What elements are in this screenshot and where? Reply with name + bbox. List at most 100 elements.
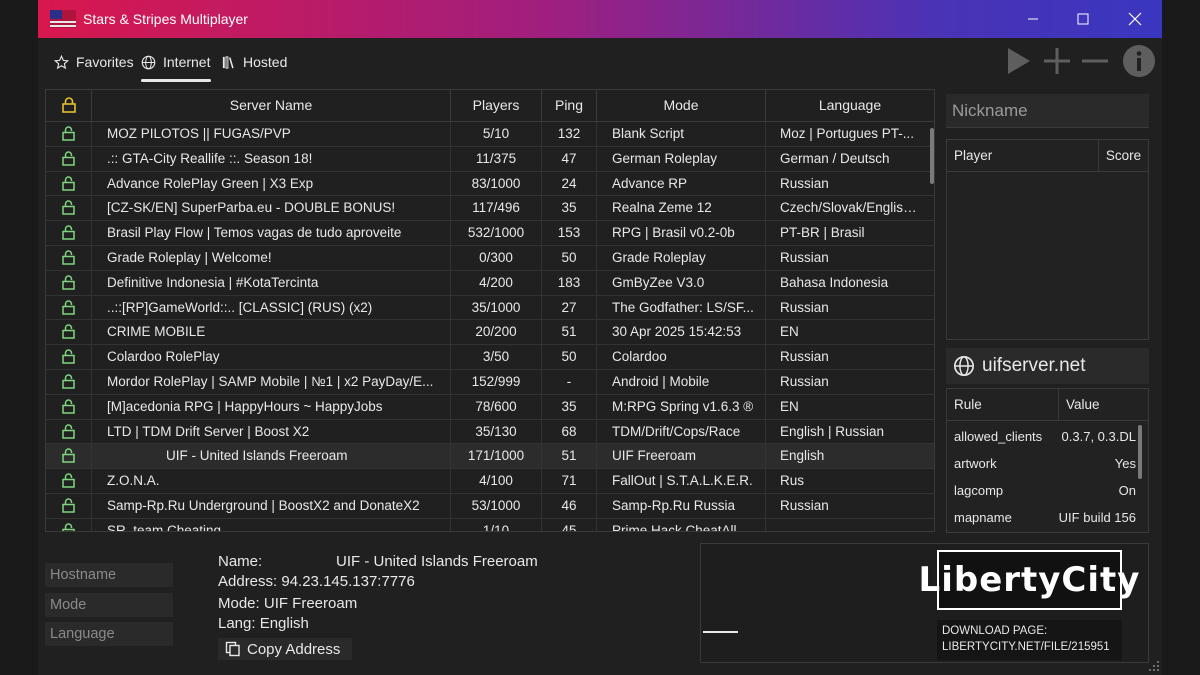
row-mode: Prime Hack CheatAll — [597, 518, 766, 531]
header-language[interactable]: Language — [818, 97, 882, 113]
tab-hosted[interactable]: Hosted — [221, 50, 287, 74]
hostname-filter[interactable] — [45, 563, 173, 587]
row-lock-cell — [46, 493, 92, 518]
table-row[interactable]: Brasil Play Flow | Temos vagas de tudo a… — [46, 221, 934, 246]
unlock-icon — [62, 498, 75, 513]
row-lock-cell — [46, 270, 92, 295]
row-mode: Blank Script — [597, 122, 766, 146]
host-text: uifserver.net — [982, 355, 1086, 376]
table-row[interactable]: CRIME MOBILE 20/200 51 30 Apr 2025 15:42:53… — [46, 320, 934, 346]
info-icon[interactable] — [1122, 44, 1156, 78]
row-mode: Colardoo — [597, 345, 766, 370]
row-mode: Realna Zeme 12 — [597, 196, 766, 221]
flag-icon — [50, 10, 76, 28]
row-ping: 35 — [542, 196, 597, 221]
globe-icon — [954, 356, 974, 376]
row-ping: - — [542, 369, 597, 394]
maximize-icon[interactable] — [1058, 0, 1108, 38]
plus-icon[interactable] — [1040, 44, 1074, 78]
language-filter[interactable] — [45, 622, 173, 646]
unlock-icon — [62, 151, 75, 166]
header-lock[interactable] — [46, 90, 92, 121]
row-server-name: Z.O.N.A. — [92, 469, 451, 494]
watermark-text: DOWNLOAD PAGE: LIBERTYCITY.NET/FILE/2159… — [937, 620, 1122, 660]
row-lock-cell — [46, 146, 92, 171]
rules-scrollbar[interactable] — [1138, 425, 1142, 479]
header-ping[interactable]: Ping — [542, 90, 597, 121]
table-row[interactable]: Advance RolePlay Green | X3 Exp 83/1000 24… — [46, 171, 934, 197]
header-mode[interactable]: Mode — [597, 90, 766, 121]
row-lock-cell — [46, 518, 92, 531]
header-server-name[interactable]: Server Name — [92, 90, 451, 121]
row-language: Russian — [780, 373, 829, 389]
table-row[interactable]: [CZ-SK/EN] SuperParba.eu - DOUBLE BONUS!… — [46, 196, 934, 222]
table-row[interactable]: SR_team Cheating 1/10 45 Prime Hack CheatAl… — [46, 518, 934, 531]
copy-address-button[interactable]: Copy Address — [218, 638, 352, 660]
globe-icon — [141, 55, 156, 69]
table-row[interactable]: MOZ PILOTOS || FUGAS/PVP 5/10 132 Blank Scr… — [46, 122, 934, 147]
tab-favorites[interactable]: Favorites — [54, 50, 134, 74]
detail-name-value: UIF - United Islands Freeroam — [336, 553, 538, 570]
minus-icon[interactable] — [1078, 44, 1112, 78]
watermark-line-1: DOWNLOAD PAGE: — [942, 625, 1048, 637]
detail-name-label: Name: — [218, 553, 263, 570]
backdrop-left — [0, 0, 38, 675]
row-language: Russian — [780, 497, 829, 513]
header-players[interactable]: Players — [451, 90, 542, 121]
table-row[interactable]: Samp-Rp.Ru Underground | BoostX2 and Don… — [46, 493, 934, 519]
server-table-scrollbar[interactable] — [930, 128, 934, 184]
rule-value: On — [1118, 483, 1136, 498]
table-row[interactable]: Z.O.N.A. 4/100 71 FallOut | S.T.A.L.K.E.R. R… — [46, 469, 934, 494]
row-players: 117/496 — [451, 196, 542, 221]
row-players: 35/130 — [451, 419, 542, 444]
row-players: 20/200 — [451, 320, 542, 345]
rule-key: lagcomp — [954, 483, 1004, 498]
row-mode: GmByZee V3.0 — [597, 270, 766, 295]
table-row[interactable]: UIF - United Islands Freeroam 171/1000 51 U… — [46, 444, 934, 470]
unlock-icon — [62, 225, 75, 240]
tab-hosted-label: Hosted — [243, 54, 288, 70]
rule-row: allowed_clients 0.3.7, 0.3.DL — [947, 423, 1142, 450]
table-row[interactable]: Colardoo RolePlay 3/50 50 Colardoo Russian — [46, 345, 934, 370]
row-language: Moz | Portugues PT-... — [780, 126, 915, 141]
minimize-icon[interactable] — [1008, 0, 1058, 38]
mode-filter[interactable] — [45, 593, 173, 617]
unlock-icon — [62, 275, 75, 290]
row-ping: 47 — [542, 146, 597, 171]
header-score[interactable]: Score — [1105, 148, 1142, 163]
row-language: Russian — [780, 175, 829, 191]
table-row[interactable]: Grade Roleplay | Welcome! 0/300 50 Grade Ro… — [46, 245, 934, 271]
row-players: 4/200 — [451, 270, 542, 295]
play-icon[interactable] — [1002, 44, 1036, 78]
table-row[interactable]: [M]acedonia RPG | HappyHours ~ HappyJobs… — [46, 394, 934, 420]
close-icon[interactable] — [1110, 0, 1160, 38]
row-mode: Advance RP — [597, 171, 766, 196]
row-players: 35/1000 — [451, 295, 542, 320]
table-row[interactable]: LTD | TDM Drift Server | Boost X2 35/130 6… — [46, 419, 934, 445]
row-lock-cell — [46, 419, 92, 444]
row-server-name: Brasil Play Flow | Temos vagas de tudo a… — [92, 221, 451, 246]
row-lock-cell — [46, 469, 92, 494]
table-row[interactable]: .:: GTA-City Reallife ::. Season 18! 11/3… — [46, 146, 934, 172]
server-table[interactable]: Server Name Players Ping Mode Language M… — [45, 89, 935, 532]
title-bar[interactable]: Stars & Stripes Multiplayer — [38, 0, 1162, 38]
header-rule[interactable]: Rule — [947, 389, 1059, 420]
nickname-input[interactable] — [946, 94, 1149, 128]
resize-grip-icon[interactable] — [1146, 658, 1160, 672]
tab-internet[interactable]: Internet — [141, 50, 210, 74]
header-player[interactable]: Player — [947, 140, 1099, 171]
header-value[interactable]: Value — [1066, 397, 1100, 412]
nav-bar: Favorites Internet Hosted — [38, 38, 1162, 84]
table-row[interactable]: Definitive Indonesia | #KotaTercinta 4/20… — [46, 270, 934, 296]
host-link[interactable]: uifserver.net — [946, 348, 1149, 384]
row-server-name: Grade Roleplay | Welcome! — [92, 245, 451, 270]
rule-value: UIF build 156 — [1058, 510, 1136, 525]
table-row[interactable]: ..::[RP]GameWorld::.. [CLASSIC] (RUS) (x… — [46, 295, 934, 321]
table-row[interactable]: Mordor RolePlay | SAMP Mobile | №1 | x2 … — [46, 369, 934, 395]
row-ping: 183 — [542, 270, 597, 295]
unlock-icon — [62, 200, 75, 216]
row-server-name: CRIME MOBILE — [92, 320, 451, 345]
row-players: 4/100 — [451, 469, 542, 494]
row-server-name: Samp-Rp.Ru Underground | BoostX2 and Don… — [92, 493, 451, 518]
row-language: Czech/Slovak/English... — [780, 200, 922, 216]
